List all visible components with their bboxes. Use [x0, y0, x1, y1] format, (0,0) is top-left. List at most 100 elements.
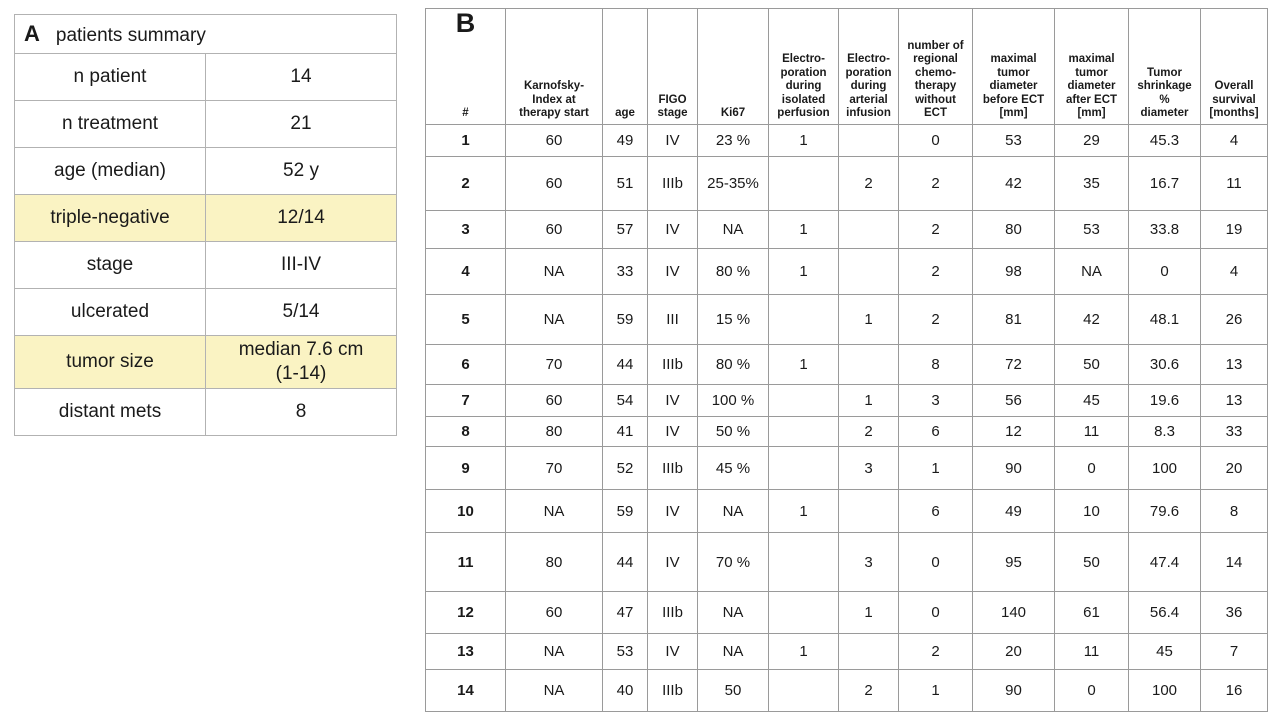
panel-b: B # Karnofsky- Index at therapy start age FI…	[425, 8, 1268, 712]
cell: 90	[972, 669, 1055, 712]
header-cell-index: B #	[425, 8, 506, 125]
header-cell: Electro- poration during arterial infusi…	[838, 8, 899, 125]
cell: 1	[838, 591, 899, 634]
cell: 3	[898, 384, 973, 417]
cell: 90	[972, 446, 1055, 490]
cell: NA	[505, 248, 603, 295]
summary-value: 8	[205, 387, 397, 436]
cell: 57	[602, 210, 648, 249]
cell: 33.8	[1128, 210, 1201, 249]
cell: 51	[602, 156, 648, 211]
cell: IV	[647, 489, 698, 533]
cell: 3	[838, 446, 899, 490]
header-cell: maximal tumor diameter after ECT [mm]	[1054, 8, 1129, 125]
cell-patient-number: 6	[425, 344, 506, 385]
table-row: 1 60 49 IV 23 % 1 0 53 29 45.3 4	[425, 124, 1268, 157]
cell-patient-number: 13	[425, 633, 506, 670]
header-label: Ki67	[720, 107, 746, 120]
cell: IV	[647, 633, 698, 670]
cell: 2	[838, 669, 899, 712]
cell: 81	[972, 294, 1055, 345]
cell: 0	[1054, 446, 1129, 490]
cell: 1	[768, 124, 839, 157]
header-label: age	[615, 107, 635, 120]
cell: 45	[1128, 633, 1201, 670]
summary-value: 14	[205, 53, 397, 101]
cell: 80	[505, 416, 603, 447]
cell: 0	[898, 124, 973, 157]
patients-table: B # Karnofsky- Index at therapy start age FI…	[425, 8, 1268, 712]
cell: 20	[1200, 446, 1268, 490]
cell: 6	[898, 489, 973, 533]
cell: 0	[898, 532, 973, 592]
cell: 49	[602, 124, 648, 157]
header-label: Tumor shrinkage % diameter	[1137, 66, 1192, 120]
cell	[768, 416, 839, 447]
summary-label: n patient	[14, 53, 206, 101]
cell	[838, 489, 899, 533]
cell: 95	[972, 532, 1055, 592]
header-label: FIGO stage	[657, 93, 688, 120]
summary-row: age (median) 52 y	[14, 147, 397, 195]
cell: 60	[505, 124, 603, 157]
cell: 8	[898, 344, 973, 385]
cell: 1	[838, 384, 899, 417]
cell: 0	[1128, 248, 1201, 295]
cell: NA	[697, 633, 769, 670]
header-cell: Ki67	[697, 8, 769, 125]
cell: 41	[602, 416, 648, 447]
cell: 60	[505, 210, 603, 249]
table-row: 4 NA 33 IV 80 % 1 2 98 NA 0 4	[425, 248, 1268, 295]
cell: 47	[602, 591, 648, 634]
cell: 45.3	[1128, 124, 1201, 157]
cell: IIIb	[647, 446, 698, 490]
summary-label: n treatment	[14, 100, 206, 148]
summary-title: patients summary	[55, 25, 206, 46]
cell: 70 %	[697, 532, 769, 592]
cell-patient-number: 4	[425, 248, 506, 295]
patients-table-header-row: B # Karnofsky- Index at therapy start age FI…	[425, 8, 1268, 125]
cell: 52	[602, 446, 648, 490]
cell: 79.6	[1128, 489, 1201, 533]
cell: IV	[647, 384, 698, 417]
cell: 11	[1200, 156, 1268, 211]
cell: 30.6	[1128, 344, 1201, 385]
cell: 53	[1054, 210, 1129, 249]
table-row: 5 NA 59 III 15 % 1 2 81 42 48.1 26	[425, 294, 1268, 345]
patients-table-body: 1 60 49 IV 23 % 1 0 53 29 45.3 4 2 60 51 IIIb 25-35% 2 2 4…	[425, 124, 1268, 712]
cell: 40	[602, 669, 648, 712]
cell: IIIb	[647, 156, 698, 211]
cell: 1	[768, 210, 839, 249]
cell: 100	[1128, 446, 1201, 490]
cell: IV	[647, 210, 698, 249]
cell: 15 %	[697, 294, 769, 345]
cell: 98	[972, 248, 1055, 295]
summary-value: 52 y	[205, 147, 397, 195]
cell: 33	[602, 248, 648, 295]
cell: 42	[972, 156, 1055, 211]
header-cell: Overall survival [months]	[1200, 8, 1268, 125]
summary-row: distant mets 8	[14, 387, 397, 436]
cell	[768, 294, 839, 345]
cell: 8	[1200, 489, 1268, 533]
table-row: 7 60 54 IV 100 % 1 3 56 45 19.6 13	[425, 384, 1268, 417]
cell: 61	[1054, 591, 1129, 634]
cell: 4	[1200, 124, 1268, 157]
header-cell: Karnofsky- Index at therapy start	[505, 8, 603, 125]
header-label: Electro- poration during isolated perfus…	[777, 53, 830, 120]
cell	[838, 210, 899, 249]
header-cell: maximal tumor diameter before ECT [mm]	[972, 8, 1055, 125]
cell: 8.3	[1128, 416, 1201, 447]
summary-value: 21	[205, 100, 397, 148]
cell: 60	[505, 591, 603, 634]
cell	[768, 532, 839, 592]
cell: 59	[602, 294, 648, 345]
cell: IV	[647, 532, 698, 592]
cell: 3	[838, 532, 899, 592]
cell: 6	[898, 416, 973, 447]
cell: 100 %	[697, 384, 769, 417]
cell	[768, 669, 839, 712]
cell: 59	[602, 489, 648, 533]
cell: 13	[1200, 384, 1268, 417]
cell: 70	[505, 344, 603, 385]
